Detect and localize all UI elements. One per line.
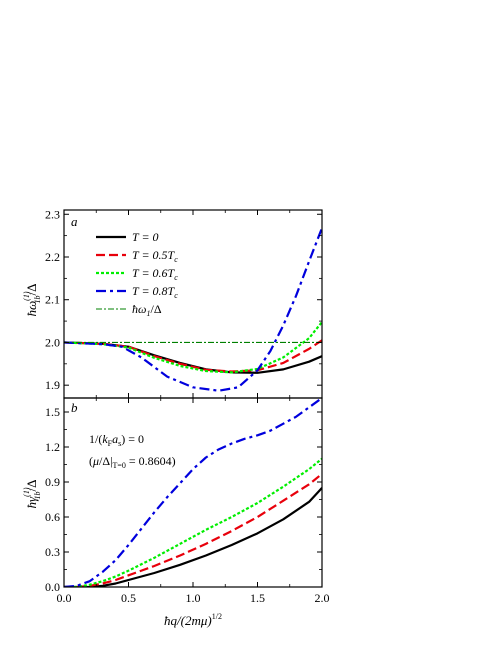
panel-a-ytick-label: 2.2 xyxy=(45,250,60,264)
panel-a-series-1-line xyxy=(64,339,322,373)
panel-a-letter: a xyxy=(71,214,78,229)
panel-a-ylabel: ħω(1) 1b/Δ xyxy=(22,284,42,317)
panel-b-ytick-label: 1.2 xyxy=(45,440,60,454)
panel-b-ytick-label: 0.9 xyxy=(45,475,60,489)
panel-b-ytick-label: 0.3 xyxy=(45,545,60,559)
panel-b-ytick-label: 1.5 xyxy=(45,405,60,419)
annotation-mu-delta: (μ/Δ|T=0 = 0.8604) xyxy=(89,454,176,470)
panel-b-ylabel: ħγ(1) 1b/Δ xyxy=(22,480,42,509)
panel-b-xtick-label: 0.0 xyxy=(57,591,72,605)
panel-b-xtick-label: 2.0 xyxy=(315,591,330,605)
panel-b-frame xyxy=(63,397,323,588)
panel-a-ytick-label: 1.9 xyxy=(45,378,60,392)
panel-b-series-0-line xyxy=(64,487,322,587)
panel-b: 0.0 0.3 0.6 0.9 1.2 1.5 0.0 0.5 1.0 1.5 2.0 xyxy=(45,397,330,605)
panel-b-xtick-label: 0.5 xyxy=(121,591,136,605)
panel-a-ytick-label: 2.1 xyxy=(45,293,60,307)
panel-b-series-2-line xyxy=(64,457,322,587)
legend-label-0: T = 0 xyxy=(132,230,159,244)
panel-b-xtick-label: 1.0 xyxy=(186,591,201,605)
legend-label-2: T = 0.6Tc xyxy=(132,266,178,282)
panel-b-series-1-line xyxy=(64,472,322,587)
panel-a-ytick-label: 2.0 xyxy=(45,335,60,349)
legend-label-4: ħω1/Δ xyxy=(132,302,162,318)
panel-a-ytick-label: 2.3 xyxy=(45,207,60,221)
annotation-kfas: 1/(kFas) = 0 xyxy=(89,432,144,448)
panel-b-series-3-line xyxy=(64,398,322,587)
panel-a-series-3-line xyxy=(64,227,322,392)
panel-b-xtick-label: 1.5 xyxy=(250,591,265,605)
panel-b-letter: b xyxy=(71,400,78,415)
x-axis-label: ħq/(2mμ)1/2 xyxy=(164,612,222,628)
panel-a: 1.9 2.0 2.1 2.2 2.3 xyxy=(45,207,323,399)
panel-b-ytick-label: 0.6 xyxy=(45,510,60,524)
panel-a-series-2-line xyxy=(64,321,322,374)
panel-b-ytick-label: 0.0 xyxy=(45,580,60,594)
legend: T = 0 T = 0.5Tc T = 0.6Tc T = 0.8Tc ħω1/Δ xyxy=(96,230,178,318)
legend-label-3: T = 0.8Tc xyxy=(132,284,178,300)
legend-label-1: T = 0.5Tc xyxy=(132,248,178,264)
